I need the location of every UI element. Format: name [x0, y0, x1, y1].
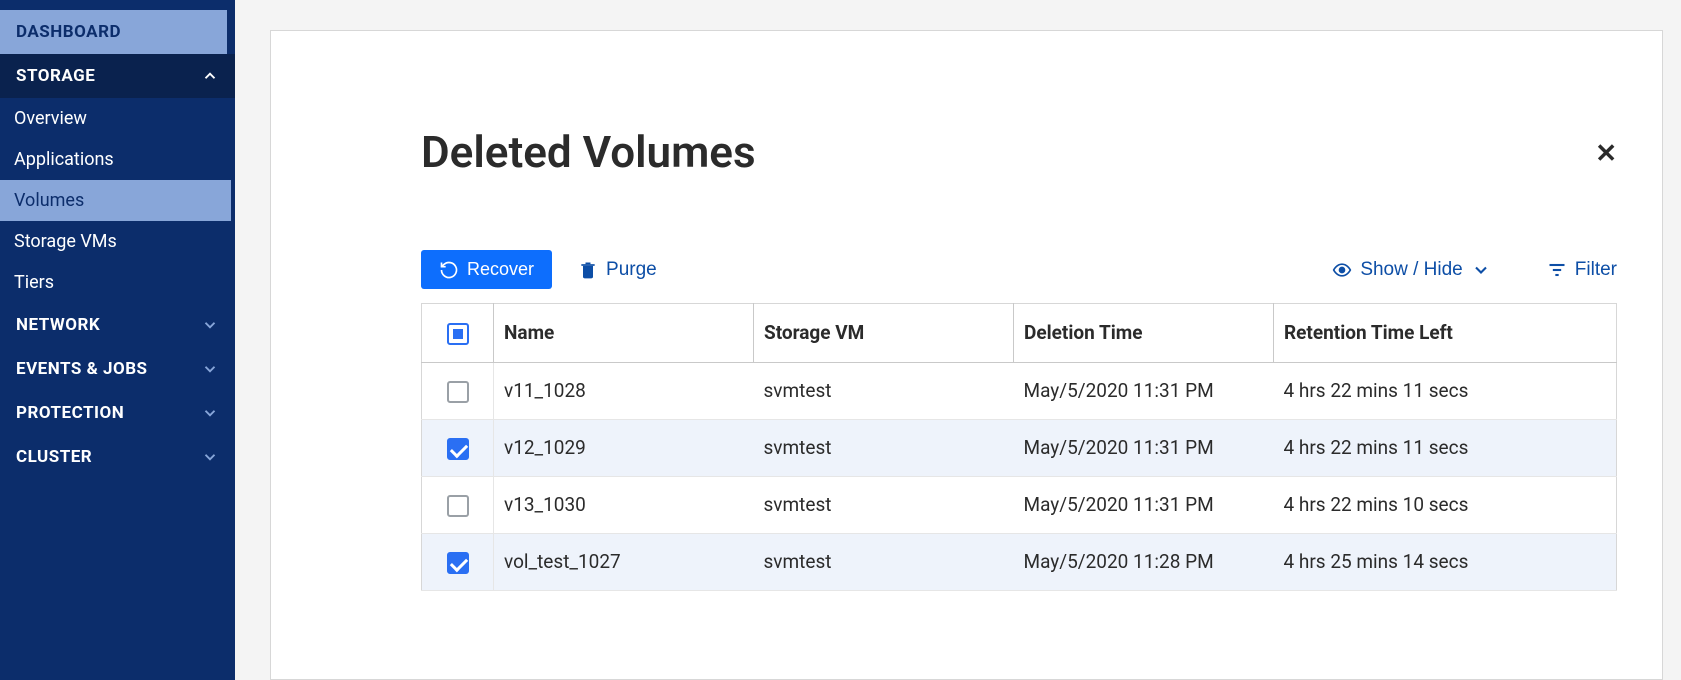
cell-name: vol_test_1027	[494, 533, 754, 590]
sidebar-sub-storage-vms[interactable]: Storage VMs	[0, 221, 235, 262]
cell-retention: 4 hrs 22 mins 10 secs	[1274, 476, 1617, 533]
sidebar-sub-label: Storage VMs	[14, 231, 117, 252]
filter-button[interactable]: Filter	[1547, 259, 1617, 281]
cell-deltime: May/5/2020 11:31 PM	[1014, 476, 1274, 533]
main-panel: Deleted Volumes ✕ Recover Purge	[270, 30, 1663, 680]
cell-retention: 4 hrs 25 mins 14 secs	[1274, 533, 1617, 590]
volumes-table: Name Storage VM Deletion Time Retention …	[421, 303, 1617, 591]
cell-svm: svmtest	[754, 362, 1014, 419]
close-icon[interactable]: ✕	[1595, 139, 1617, 169]
sidebar-sub-label: Overview	[14, 108, 87, 129]
sidebar-sub-tiers[interactable]: Tiers	[0, 262, 235, 303]
cell-retention: 4 hrs 22 mins 11 secs	[1274, 362, 1617, 419]
cell-deltime: May/5/2020 11:31 PM	[1014, 419, 1274, 476]
row-checkbox[interactable]	[447, 495, 469, 517]
row-checkbox[interactable]	[447, 381, 469, 403]
cell-name: v11_1028	[494, 362, 754, 419]
chevron-down-icon	[201, 448, 219, 466]
row-checkbox[interactable]	[447, 552, 469, 574]
cell-svm: svmtest	[754, 476, 1014, 533]
sidebar-item-protection[interactable]: PROTECTION	[0, 391, 235, 435]
sidebar-item-network[interactable]: NETWORK	[0, 303, 235, 347]
sidebar-sub-label: Applications	[14, 149, 114, 170]
sidebar-sub-label: Tiers	[14, 272, 54, 293]
chevron-up-icon	[201, 67, 219, 85]
sidebar-item-dashboard[interactable]: DASHBOARD	[0, 10, 227, 54]
filter-label: Filter	[1575, 259, 1617, 281]
cell-name: v12_1029	[494, 419, 754, 476]
toolbar: Recover Purge Show / Hide	[421, 250, 1617, 289]
chevron-down-icon	[1471, 260, 1491, 280]
purge-label: Purge	[606, 259, 657, 281]
recover-button[interactable]: Recover	[421, 250, 552, 289]
chevron-down-icon	[201, 404, 219, 422]
trash-icon	[578, 260, 598, 280]
sidebar-sub-label: Volumes	[14, 190, 84, 211]
sidebar-sub-applications[interactable]: Applications	[0, 139, 235, 180]
page-title: Deleted Volumes	[421, 126, 1617, 178]
cell-retention: 4 hrs 22 mins 11 secs	[1274, 419, 1617, 476]
cell-svm: svmtest	[754, 533, 1014, 590]
sidebar-section-label: NETWORK	[16, 315, 100, 335]
sidebar-sub-overview[interactable]: Overview	[0, 98, 235, 139]
recover-icon	[439, 260, 459, 280]
sidebar-item-events-jobs[interactable]: EVENTS & JOBS	[0, 347, 235, 391]
sidebar-section-label: PROTECTION	[16, 403, 124, 423]
table-header-row: Name Storage VM Deletion Time Retention …	[422, 304, 1617, 363]
sidebar-section-label: EVENTS & JOBS	[16, 359, 148, 379]
cell-name: v13_1030	[494, 476, 754, 533]
sidebar-section-label: CLUSTER	[16, 447, 92, 467]
sidebar-item-cluster[interactable]: CLUSTER	[0, 435, 235, 479]
table-row[interactable]: v12_1029svmtestMay/5/2020 11:31 PM4 hrs …	[422, 419, 1617, 476]
col-name[interactable]: Name	[494, 304, 754, 363]
cell-svm: svmtest	[754, 419, 1014, 476]
table-row[interactable]: v13_1030svmtestMay/5/2020 11:31 PM4 hrs …	[422, 476, 1617, 533]
showhide-label: Show / Hide	[1360, 259, 1462, 281]
table-row[interactable]: v11_1028svmtestMay/5/2020 11:31 PM4 hrs …	[422, 362, 1617, 419]
table-row[interactable]: vol_test_1027svmtestMay/5/2020 11:28 PM4…	[422, 533, 1617, 590]
select-all-checkbox[interactable]	[447, 323, 469, 345]
row-checkbox[interactable]	[447, 438, 469, 460]
chevron-down-icon	[201, 316, 219, 334]
cell-deltime: May/5/2020 11:28 PM	[1014, 533, 1274, 590]
sidebar: DASHBOARD STORAGE Overview Applications Vo…	[0, 0, 235, 680]
recover-label: Recover	[467, 259, 534, 280]
eye-icon	[1332, 260, 1352, 280]
sidebar-sub-volumes[interactable]: Volumes	[0, 180, 231, 221]
filter-icon	[1547, 260, 1567, 280]
sidebar-item-storage[interactable]: STORAGE	[0, 54, 235, 98]
sidebar-label-storage: STORAGE	[16, 66, 95, 86]
showhide-button[interactable]: Show / Hide	[1332, 259, 1490, 281]
col-deltime[interactable]: Deletion Time	[1014, 304, 1274, 363]
col-retention[interactable]: Retention Time Left	[1274, 304, 1617, 363]
purge-button[interactable]: Purge	[578, 259, 657, 281]
main-outer: Deleted Volumes ✕ Recover Purge	[235, 0, 1681, 680]
sidebar-label-dashboard: DASHBOARD	[16, 22, 121, 42]
col-svm[interactable]: Storage VM	[754, 304, 1014, 363]
cell-deltime: May/5/2020 11:31 PM	[1014, 362, 1274, 419]
chevron-down-icon	[201, 360, 219, 378]
